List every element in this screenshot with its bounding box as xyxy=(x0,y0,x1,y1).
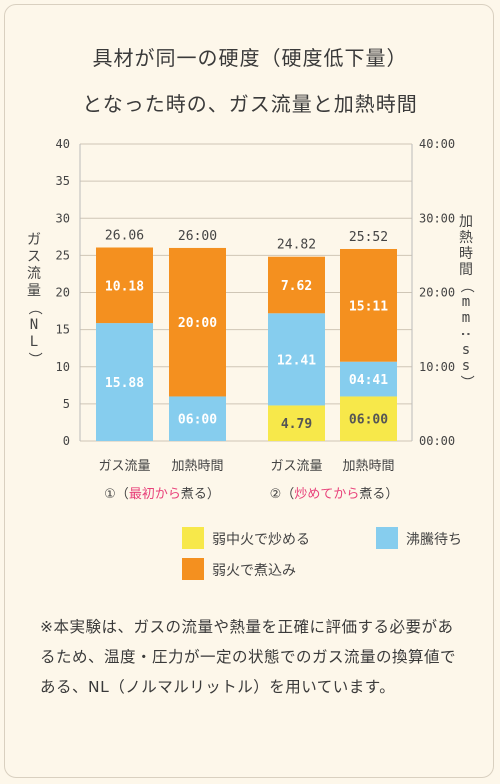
svg-text:流: 流 xyxy=(27,266,41,282)
svg-text:）: ） xyxy=(458,375,474,389)
svg-text:）: ） xyxy=(26,352,42,366)
group-label: ②（炒めてから煮る） xyxy=(270,487,399,502)
legend-label: 弱火で煮込み xyxy=(212,563,296,579)
bar-segment-label: 10.18 xyxy=(105,279,144,294)
bar-segment-label: 15:11 xyxy=(349,299,388,314)
group-label-highlight: 最初から xyxy=(129,487,181,502)
y-tick-label-right: 20:00 xyxy=(419,286,455,300)
y-tick-label-left: 40 xyxy=(56,137,70,151)
bar-total-label: 26:00 xyxy=(178,229,217,244)
chart-title-line2: となった時の、ガス流量と加熱時間 xyxy=(82,92,418,116)
x-category-label: ガス流量 xyxy=(270,459,322,474)
bar-segment-label: 20:00 xyxy=(178,316,217,331)
bar-segment xyxy=(169,396,226,441)
svg-text:m: m xyxy=(462,294,470,310)
bar-segment-label: 7.62 xyxy=(281,279,312,294)
bar-segment xyxy=(340,396,397,441)
stacked-bar-chart: 0 5 10 15 20 25 30 35 40 00:00 10:00 20:00 30:00 40:0… xyxy=(26,137,474,580)
legend-label: 弱中火で炒める xyxy=(212,532,310,548)
bar-segment xyxy=(340,361,397,397)
footnote: ※本実験は、ガスの流量や熱量を正確に評価する必要があるため、温度・圧力が一定の状… xyxy=(40,618,457,696)
x-category-label: ガス流量 xyxy=(98,459,150,474)
y-tick-label-left: 35 xyxy=(56,174,70,188)
bar-segment-label: 06:00 xyxy=(178,413,217,428)
bar-segment xyxy=(268,313,325,406)
svg-text:m: m xyxy=(462,310,470,326)
bar-segment xyxy=(96,247,153,324)
y-tick-label-left: 5 xyxy=(63,397,70,411)
chart-title-line1: 具材が同一の硬度（硬度低下量） xyxy=(92,46,408,70)
y-tick-label-left: 30 xyxy=(56,211,70,225)
bar-segment xyxy=(169,247,226,397)
y-tick-label-left: 10 xyxy=(56,360,70,374)
bar-segment xyxy=(268,256,325,314)
bar-total-label: 24.82 xyxy=(277,238,316,253)
svg-text:量: 量 xyxy=(27,283,41,299)
y-tick-label-right: 10:00 xyxy=(419,360,455,374)
group-label-highlight: 炒めてから xyxy=(294,487,359,502)
bar-segment-label: 12.41 xyxy=(277,353,316,368)
svg-text:熱: 熱 xyxy=(459,230,473,246)
bar-total-label: 26.06 xyxy=(105,229,144,244)
svg-text:N: N xyxy=(30,317,38,333)
y-tick-label-left: 20 xyxy=(56,286,70,300)
x-category-label: 加熱時間 xyxy=(342,459,394,474)
bar-segment xyxy=(268,405,325,441)
x-category-label: 加熱時間 xyxy=(171,459,223,474)
svg-text:L: L xyxy=(30,334,38,350)
legend-label: 沸騰待ち xyxy=(406,531,462,548)
y-axis-title-right: 加熱時間（mm:ss） xyxy=(458,214,474,389)
svg-text:（: （ xyxy=(26,301,42,315)
group-label: ①（最初から煮る） xyxy=(104,487,220,502)
y-tick-label-right: 40:00 xyxy=(419,137,455,151)
y-tick-label-left: 25 xyxy=(56,248,70,262)
svg-text:s: s xyxy=(462,342,470,358)
bar-segment xyxy=(96,323,153,441)
bar-total-label: 25:52 xyxy=(349,230,388,245)
svg-text:間: 間 xyxy=(459,262,473,278)
y-tick-label-left: 0 xyxy=(63,434,70,448)
legend-swatch xyxy=(376,527,398,549)
y-tick-label-right: 30:00 xyxy=(419,211,455,225)
bar-segment-label: 04:41 xyxy=(349,373,388,388)
svg-text:ス: ス xyxy=(27,249,41,265)
y-tick-label-right: 00:00 xyxy=(419,434,455,448)
svg-text::: : xyxy=(458,330,474,338)
legend-swatch xyxy=(182,527,204,549)
svg-text:時: 時 xyxy=(459,246,473,262)
bar-segment-label: 06:00 xyxy=(349,413,388,428)
y-tick-label-left: 15 xyxy=(56,323,70,337)
bar-segment-label: 15.88 xyxy=(105,376,144,391)
svg-text:（: （ xyxy=(458,279,474,293)
bar-segment-label: 4.79 xyxy=(281,417,312,432)
bar-segment xyxy=(340,248,397,362)
svg-text:加: 加 xyxy=(459,214,473,230)
svg-text:s: s xyxy=(462,358,470,374)
svg-text:ガ: ガ xyxy=(27,232,41,248)
y-axis-title-left: ガス流量 （ NL ） xyxy=(26,232,42,366)
legend-swatch xyxy=(182,558,204,580)
